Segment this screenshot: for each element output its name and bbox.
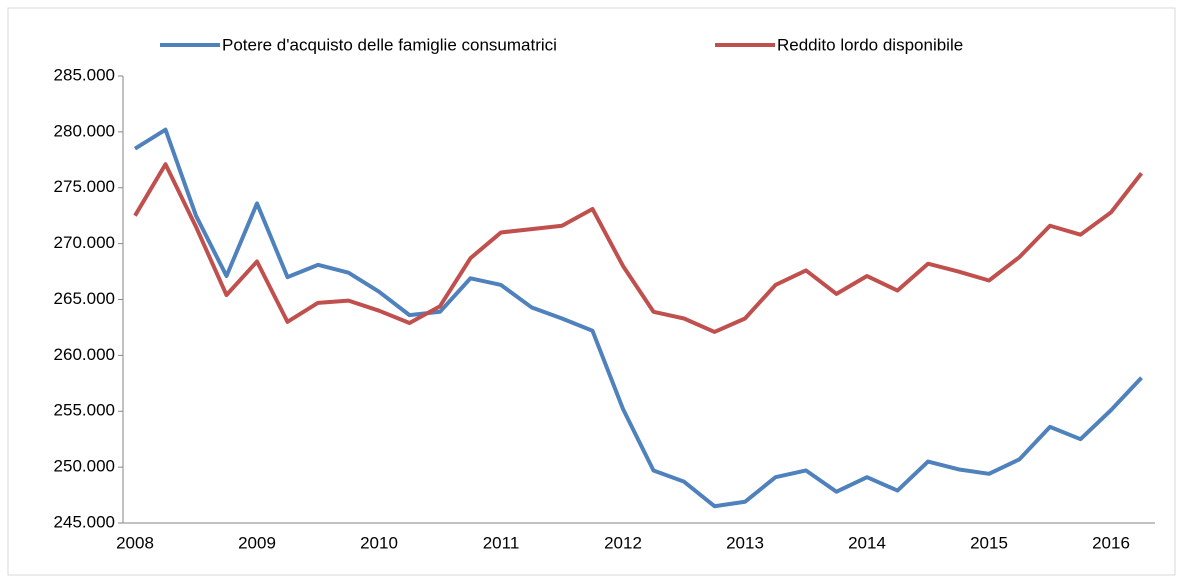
y-tick-label: 280.000	[54, 121, 115, 140]
x-tick-label: 2011	[483, 533, 520, 552]
legend-label: Potere d'acquisto delle famiglie consuma…	[222, 35, 557, 54]
legend-label: Reddito lordo disponibile	[777, 35, 963, 54]
y-tick-label: 245.000	[54, 512, 115, 531]
chart-border	[7, 7, 1176, 576]
x-tick-label: 2015	[970, 533, 1008, 552]
y-tick-label: 260.000	[54, 345, 115, 364]
series-line	[133, 127, 1143, 509]
x-tick-label: 2016	[1092, 533, 1130, 552]
x-tick-label: 2012	[604, 533, 642, 552]
x-tick-label: 2009	[238, 533, 276, 552]
y-tick-label: 285.000	[54, 65, 115, 84]
x-tick-label: 2010	[360, 533, 398, 552]
y-tick-label: 250.000	[54, 457, 115, 476]
series-line	[133, 162, 1144, 334]
y-tick-label: 270.000	[54, 233, 115, 252]
y-tick-label: 255.000	[54, 401, 115, 420]
x-tick-label: 2013	[726, 533, 764, 552]
x-tick-label: 2008	[116, 533, 154, 552]
y-tick-label: 265.000	[54, 289, 115, 308]
x-tick-label: 2014	[848, 533, 886, 552]
y-tick-label: 275.000	[54, 177, 115, 196]
